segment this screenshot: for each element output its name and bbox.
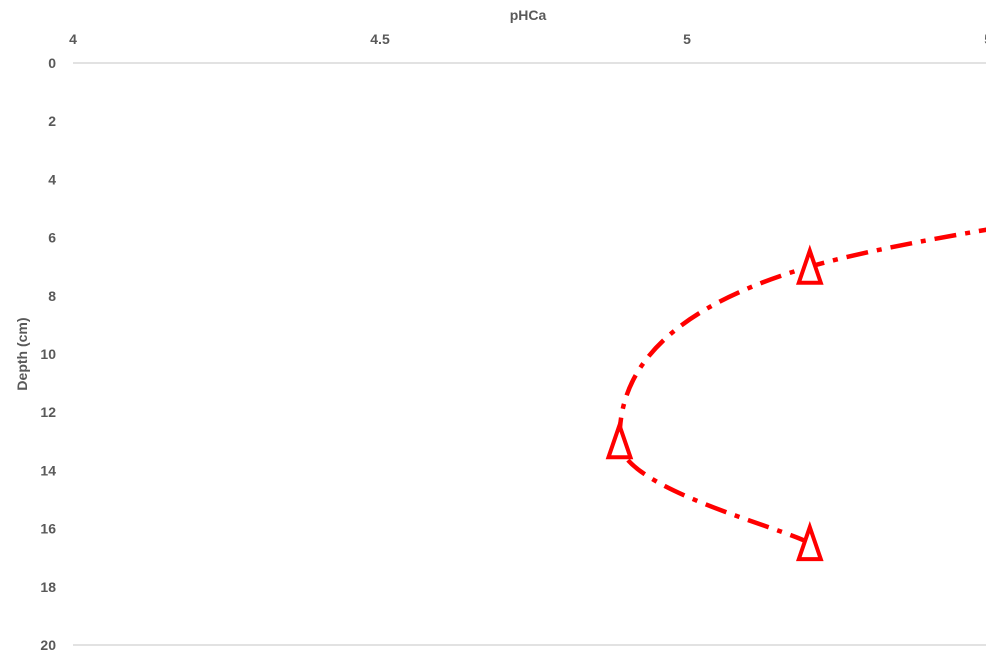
y-tick-label: 10 [40,346,56,362]
data-point-marker [795,520,824,562]
y-axis-title: Depth (cm) [14,317,30,390]
x-tick-label: 5.5 [984,31,986,47]
series-layer [605,227,986,562]
y-tick-label: 6 [48,230,56,246]
x-tick-label: 5 [683,31,691,47]
y-tick-label: 18 [40,579,56,595]
x-tick-label: 4.5 [370,31,390,47]
data-point-marker [605,419,634,460]
y-tick-label: 8 [48,288,56,304]
y-tick-label: 14 [40,462,56,478]
y-tick-label: 4 [48,171,56,187]
axes-layer [73,62,986,646]
series-line [617,227,986,546]
x-axis-title: pHCa [510,7,547,23]
y-tick-label: 12 [40,404,56,420]
y-tick-label: 16 [40,521,56,537]
y-tick-label: 2 [48,113,56,129]
data-point-marker [795,244,824,285]
x-tick-label: 4 [69,31,77,47]
y-tick-label: 20 [40,637,56,653]
y-tick-label: 0 [48,55,56,71]
series-1 [605,227,986,562]
